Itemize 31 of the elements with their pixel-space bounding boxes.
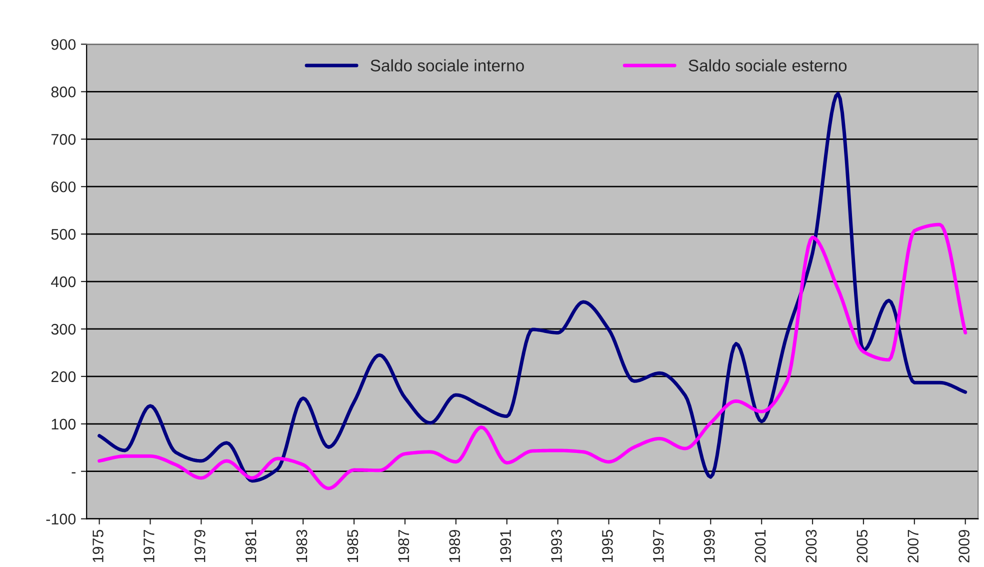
x-tick-label: 1987 bbox=[398, 530, 410, 562]
x-tick-label: 1977 bbox=[144, 530, 154, 562]
x-tick-label: 2007 bbox=[908, 530, 919, 562]
x-tick-label: 1981 bbox=[245, 530, 256, 562]
y-tick-label: 100 bbox=[52, 418, 76, 430]
x-tick-label: 1983 bbox=[296, 530, 308, 562]
y-tick-label: - bbox=[72, 472, 76, 474]
y-tick-label: 500 bbox=[51, 228, 76, 240]
y-tick-label: 600 bbox=[51, 181, 76, 192]
x-tick-label: 2001 bbox=[754, 530, 766, 562]
legend-label: Saldo sociale esterno bbox=[688, 59, 847, 72]
x-tick-label: 1989 bbox=[449, 530, 460, 562]
x-tick-label: 1995 bbox=[602, 530, 613, 562]
y-tick-label: 200 bbox=[51, 371, 76, 382]
y-tick-label: 300 bbox=[51, 324, 76, 335]
x-tick-label: 2003 bbox=[806, 530, 817, 562]
x-tick-label: 1979 bbox=[194, 530, 206, 562]
x-tick-label: 1999 bbox=[704, 530, 715, 562]
x-tick-label: 1985 bbox=[347, 530, 358, 562]
y-tick-label: -100 bbox=[46, 514, 76, 524]
x-tick-label: 1997 bbox=[652, 530, 664, 562]
x-tick-label: 2005 bbox=[856, 530, 868, 562]
y-tick-label: 400 bbox=[51, 276, 76, 288]
y-tick-label: 700 bbox=[51, 134, 76, 145]
x-tick-label: 2009 bbox=[958, 530, 970, 562]
x-tick-label: 1991 bbox=[500, 530, 511, 562]
x-tick-label: 1975 bbox=[92, 530, 104, 562]
x-tick-label: 1993 bbox=[551, 530, 562, 562]
y-tick-label: 900 bbox=[51, 39, 76, 50]
legend-label: Saldo sociale interno bbox=[370, 59, 524, 72]
y-tick-label: 800 bbox=[51, 86, 76, 98]
